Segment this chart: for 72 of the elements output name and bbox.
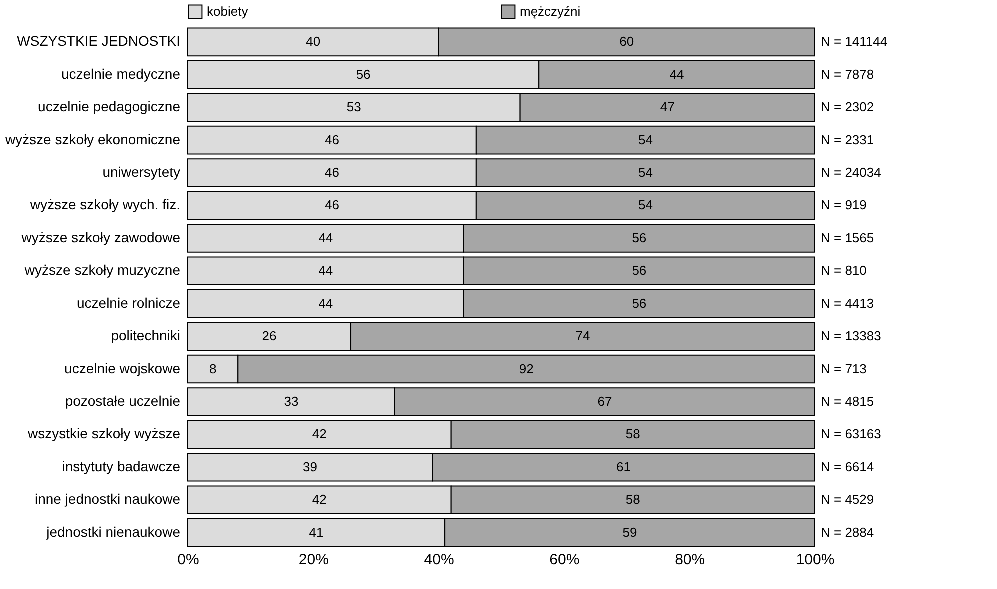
data-label: 67 bbox=[598, 394, 612, 409]
data-label: 39 bbox=[303, 459, 318, 474]
y-tick-label: uczelnie medyczne bbox=[61, 66, 181, 82]
data-label: 56 bbox=[356, 66, 371, 82]
data-label: 56 bbox=[632, 296, 647, 311]
data-label: 92 bbox=[519, 361, 534, 376]
x-tick-label: 40% bbox=[424, 552, 454, 568]
data-label: 42 bbox=[312, 492, 327, 508]
data-label: 46 bbox=[324, 198, 340, 213]
y-tick-label: instytuty badawcze bbox=[62, 458, 181, 474]
legend-label: mężczyźni bbox=[520, 4, 581, 19]
y-tick-label: inne jednostki naukowe bbox=[34, 491, 181, 508]
data-label: 60 bbox=[620, 34, 634, 50]
data-label: 46 bbox=[324, 132, 340, 148]
text: N = 4413 bbox=[821, 296, 874, 311]
y-tick-label: uniwersytety bbox=[102, 164, 180, 180]
data-label: 44 bbox=[318, 230, 334, 246]
text: N = 24034 bbox=[821, 165, 882, 180]
text: N = 1565 bbox=[821, 230, 874, 246]
data-label: 54 bbox=[638, 132, 653, 148]
text: N = 6614 bbox=[821, 459, 874, 474]
y-tick-label: uczelnie rolnicze bbox=[77, 294, 181, 311]
data-label: 54 bbox=[638, 165, 653, 180]
text: N = 919 bbox=[821, 198, 867, 213]
data-label: 40 bbox=[306, 34, 321, 50]
data-label: 42 bbox=[312, 426, 327, 442]
text: N = 713 bbox=[821, 361, 867, 376]
data-label: 46 bbox=[324, 165, 340, 180]
text: N = 4529 bbox=[821, 492, 874, 508]
data-label: 41 bbox=[309, 524, 324, 540]
y-tick-label: uczelnie pedagogiczne bbox=[38, 98, 181, 115]
data-label: 33 bbox=[284, 394, 299, 409]
x-tick-label: 60% bbox=[550, 552, 580, 568]
data-label: 44 bbox=[318, 263, 334, 278]
y-tick-label: wyższe szkoły zawodowe bbox=[20, 229, 181, 246]
y-tick-label: pozostałe uczelnie bbox=[65, 392, 181, 409]
text: N = 7878 bbox=[821, 66, 874, 82]
data-label: 56 bbox=[632, 263, 647, 278]
text: N = 13383 bbox=[821, 328, 882, 344]
legend-label: kobiety bbox=[207, 4, 249, 19]
data-label: 44 bbox=[318, 296, 334, 311]
data-label: 56 bbox=[632, 230, 647, 246]
data-label: 74 bbox=[576, 328, 590, 344]
data-label: 61 bbox=[616, 459, 631, 474]
data-label: 58 bbox=[626, 426, 640, 442]
text: N = 141144 bbox=[821, 34, 888, 50]
y-tick-label: wyższe szkoły muzyczne bbox=[24, 262, 181, 278]
text: N = 810 bbox=[821, 263, 867, 278]
data-label: 58 bbox=[626, 492, 640, 508]
y-tick-label: wszystkie szkoły wyższe bbox=[27, 426, 181, 442]
text: N = 2884 bbox=[821, 524, 874, 540]
data-label: 54 bbox=[638, 198, 653, 213]
text: N = 2331 bbox=[821, 132, 874, 148]
data-label: 44 bbox=[670, 66, 684, 82]
y-tick-label: wyższe szkoły wych. fiz. bbox=[29, 196, 180, 213]
x-tick-label: 20% bbox=[298, 552, 329, 568]
text: N = 63163 bbox=[821, 426, 882, 442]
y-tick-label: jednostki nienaukowe bbox=[46, 524, 181, 540]
x-tick-label: 100% bbox=[796, 552, 835, 568]
x-tick-label: 0% bbox=[178, 552, 200, 568]
data-label: 26 bbox=[262, 328, 277, 344]
data-label: 53 bbox=[346, 100, 362, 115]
data-label: 59 bbox=[622, 524, 638, 540]
y-tick-label: politechniki bbox=[111, 328, 180, 344]
data-label: 47 bbox=[660, 100, 675, 115]
data-label: 8 bbox=[209, 361, 217, 376]
x-tick-label: 80% bbox=[675, 552, 706, 568]
y-tick-label: uczelnie wojskowe bbox=[64, 360, 181, 376]
y-tick-label: WSZYSTKIE JEDNOSTKI bbox=[17, 33, 180, 50]
text: N = 2302 bbox=[821, 100, 874, 115]
text: N = 4815 bbox=[821, 394, 874, 409]
y-tick-label: wyższe szkoły ekonomiczne bbox=[4, 131, 181, 148]
